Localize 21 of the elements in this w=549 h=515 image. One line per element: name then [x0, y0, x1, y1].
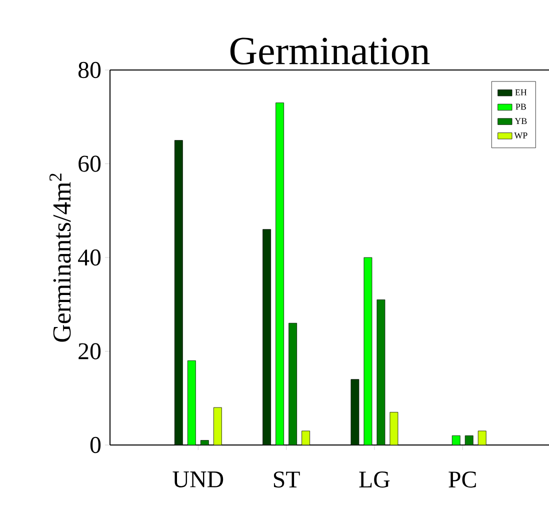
bar: [276, 102, 284, 445]
bar: [288, 322, 298, 445]
x-tick-label: PC: [448, 472, 476, 488]
bar: [187, 360, 196, 445]
legend-label: EH: [515, 89, 527, 96]
legend-label: PB: [516, 104, 526, 110]
x-tick-label: LG: [359, 472, 390, 488]
x-tick-label: UND: [172, 472, 224, 488]
legend-label: YB: [514, 118, 527, 124]
y-tick-label: 60: [78, 156, 101, 172]
y-tick-label: 0: [90, 436, 101, 454]
y-tick-label: 40: [78, 249, 101, 266]
x-tick-label: ST: [274, 472, 300, 488]
bar: [262, 229, 272, 445]
bar: [174, 140, 183, 445]
bar: [213, 407, 222, 445]
legend-label: WP: [514, 132, 528, 139]
chart-title: Germination: [230, 38, 430, 64]
y-axis-title: Germinants/4m$^{2}$: [49, 174, 71, 342]
y-tick-label: 20: [78, 343, 101, 360]
y-tick-label: 80: [78, 62, 101, 78]
